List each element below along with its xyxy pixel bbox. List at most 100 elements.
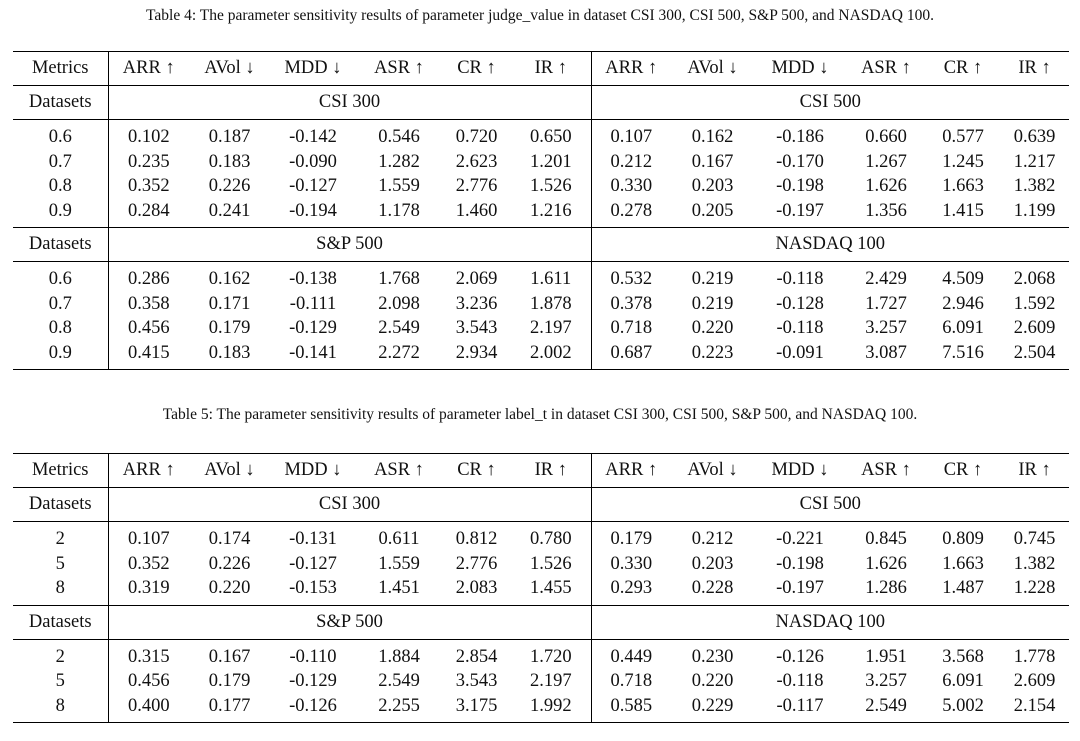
dataset-name-right: CSI 500 (591, 487, 1069, 522)
metric-value: 6.091 (942, 671, 984, 691)
metric-value: 0.183 (208, 342, 251, 363)
metric-header: AVol ↓ (189, 51, 270, 86)
table-row: 0.8 0.352 0.226 -0.127 1.559 2.776 1.526 0.330 0… (13, 174, 1069, 199)
metric-value: 4.509 (942, 269, 984, 289)
metric-value: -0.198 (776, 176, 824, 196)
metric-value: 0.809 (942, 529, 984, 549)
metric-value: 0.378 (610, 293, 653, 314)
metric-value: 1.356 (846, 198, 926, 228)
metric-value: 0.183 (208, 151, 251, 172)
metric-value: -0.128 (776, 293, 824, 314)
metric-value: -0.138 (289, 269, 337, 289)
metric-value: 2.197 (511, 669, 592, 694)
metric-value: 7.516 (942, 342, 984, 363)
metric-value: 1.720 (511, 639, 592, 669)
metric-value: 1.626 (865, 176, 907, 196)
metric-value: 0.187 (208, 127, 251, 147)
table-4: Metrics ARR ↑ AVol ↓ MDD ↓ ASR ↑ CR ↑ IR ↑ ARR … (13, 51, 1069, 370)
metric-value: 3.257 (865, 671, 907, 691)
metric-header: IR ↑ (1000, 453, 1069, 488)
metric-value: -0.129 (289, 671, 337, 691)
metric-value: -0.118 (776, 671, 824, 691)
metric-value: 0.220 (691, 318, 734, 338)
metric-value: 0.720 (455, 127, 498, 147)
metric-value: 1.382 (1013, 553, 1056, 574)
metric-header: IR ↑ (511, 453, 592, 488)
metric-value: 0.278 (591, 198, 671, 228)
table-5-caption: Table 5: The parameter sensitivity resul… (162, 406, 918, 423)
metric-value: 1.286 (846, 576, 926, 606)
metric-value: 2.504 (1013, 342, 1056, 363)
metric-value: 1.768 (378, 269, 420, 289)
metric-value: -0.170 (776, 151, 824, 172)
metric-value: 0.102 (127, 127, 170, 147)
metric-value: 1.559 (378, 176, 420, 196)
metric-value: 1.778 (1013, 646, 1056, 667)
metric-value: 1.282 (378, 151, 420, 172)
metric-value: 0.235 (127, 151, 170, 172)
metric-value: 2.098 (378, 293, 420, 314)
metric-header: ASR ↑ (356, 453, 442, 488)
table-row: 0.6 0.102 0.187 -0.142 0.546 0.720 0.650 0.107 0… (13, 119, 1069, 150)
metric-value: 0.449 (610, 646, 653, 667)
metric-value: 0.532 (610, 269, 653, 289)
metric-value: 0.352 (127, 176, 170, 196)
metric-value: 1.727 (865, 293, 907, 314)
metric-value: 1.201 (511, 149, 592, 174)
metric-header: ASR ↑ (846, 453, 926, 488)
metric-value: 1.487 (926, 576, 1000, 606)
table-5: Metrics ARR ↑ AVol ↓ MDD ↓ ASR ↑ CR ↑ IR ↑ ARR … (13, 453, 1069, 723)
dataset-row: Datasets S&P 500 NASDAQ 100 (13, 605, 1069, 640)
metric-value: 1.878 (511, 291, 592, 316)
metric-value: 2.083 (442, 576, 511, 606)
param-value: 2 (13, 639, 109, 669)
metric-value: -0.221 (776, 529, 824, 549)
metric-header: CR ↑ (442, 51, 511, 86)
metric-value: 0.812 (455, 529, 498, 549)
metric-value: 0.107 (127, 529, 170, 549)
metric-value: 3.236 (455, 293, 498, 314)
metric-value: 0.780 (511, 521, 592, 552)
metric-value: 0.226 (208, 553, 251, 574)
param-value: 0.7 (13, 149, 109, 174)
metric-value: 3.175 (455, 695, 498, 716)
metric-value: -0.141 (289, 342, 337, 363)
metric-value: 5.002 (942, 695, 984, 716)
metric-value: -0.142 (289, 127, 337, 147)
metric-value: 2.068 (1013, 269, 1056, 289)
metric-value: 0.167 (208, 646, 251, 667)
metric-value: 1.217 (1013, 151, 1056, 172)
metric-value: 0.650 (511, 119, 592, 150)
dataset-row: Datasets S&P 500 NASDAQ 100 (13, 227, 1069, 262)
table-row: 5 0.456 0.179 -0.129 2.549 3.543 2.197 0.718 0.2… (13, 669, 1069, 694)
metric-value: 1.382 (1013, 176, 1056, 196)
metric-value: 0.585 (610, 695, 653, 716)
metric-value: 1.663 (942, 553, 984, 574)
param-value: 0.9 (13, 198, 109, 228)
metric-header: ARR ↑ (591, 453, 671, 488)
metric-value: 0.230 (691, 646, 734, 667)
metric-value: 3.257 (865, 318, 907, 338)
metric-value: 0.223 (691, 342, 734, 363)
metric-value: 2.609 (1013, 318, 1056, 338)
metric-value: 6.091 (942, 318, 984, 338)
metric-value: 2.609 (1013, 671, 1056, 691)
param-value: 0.7 (13, 291, 109, 316)
metric-header: MDD ↓ (270, 453, 356, 488)
datasets-label: Datasets (13, 605, 109, 640)
metric-header: ARR ↑ (108, 51, 189, 86)
param-value: 0.6 (13, 119, 109, 150)
metric-value: 2.623 (455, 151, 498, 172)
metric-value: 1.451 (356, 576, 442, 606)
metric-value: -0.126 (289, 695, 337, 716)
param-value: 0.8 (13, 316, 109, 341)
dataset-name-left: CSI 300 (108, 487, 592, 522)
metric-value: 1.178 (356, 198, 442, 228)
dataset-row: Datasets CSI 300 CSI 500 (13, 85, 1069, 120)
metric-header: IR ↑ (511, 51, 592, 86)
metric-value: 2.776 (455, 176, 498, 196)
metric-value: -0.127 (289, 176, 337, 196)
metric-value: 2.429 (865, 269, 907, 289)
metric-value: 0.293 (591, 576, 671, 606)
